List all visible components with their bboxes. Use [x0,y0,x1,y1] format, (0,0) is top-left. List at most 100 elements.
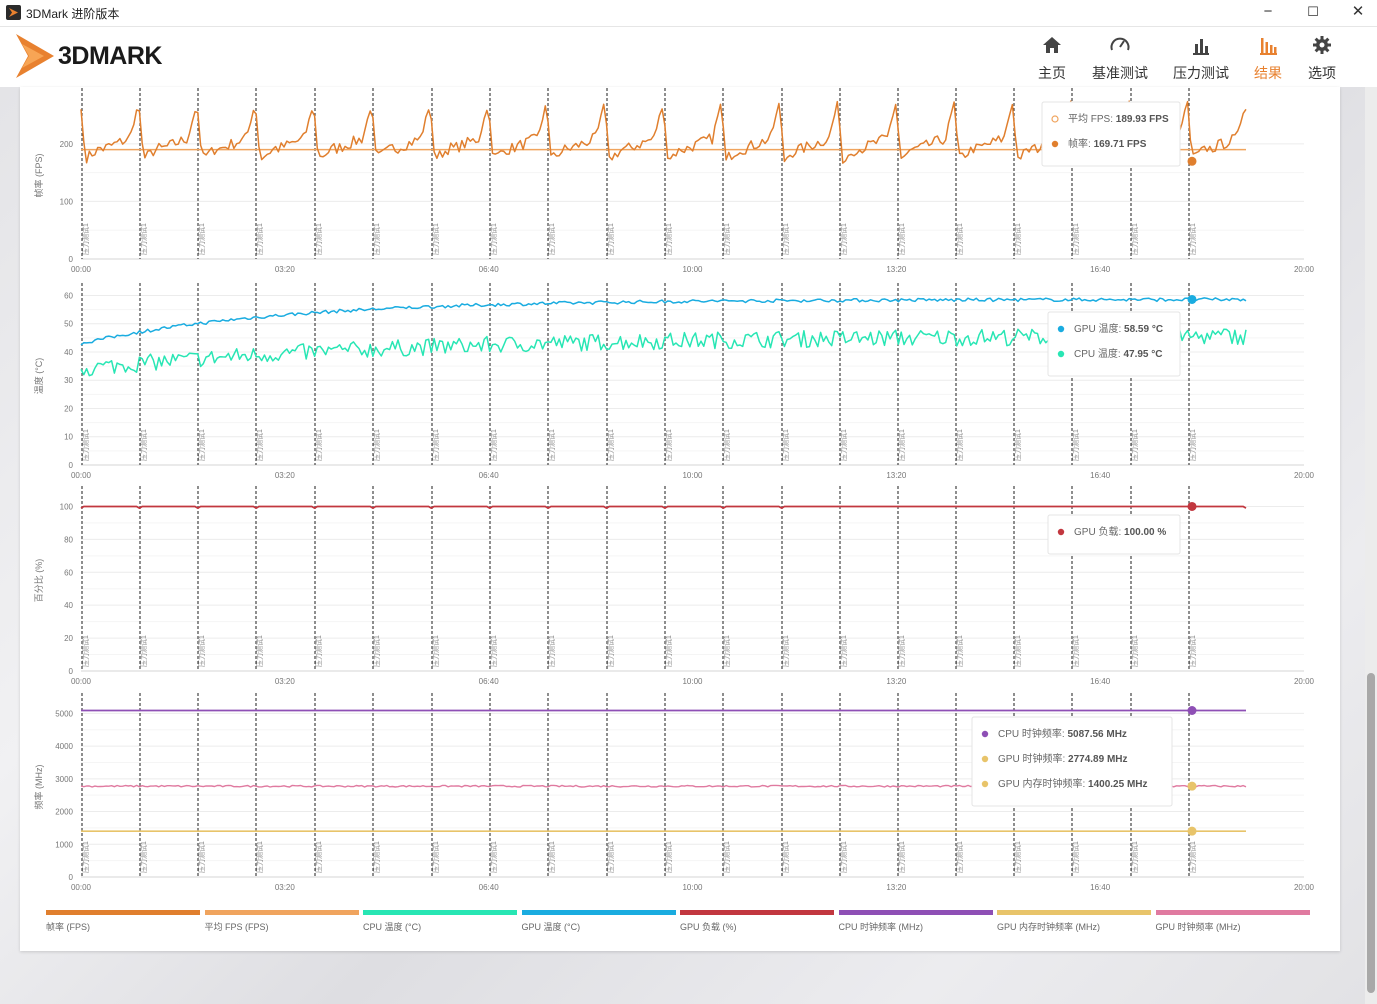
x-tick-label: 10:00 [682,883,703,892]
fps-current-dot [1187,156,1197,166]
y-axis-label: 频率 (MHz) [33,765,44,810]
app-icon [6,5,21,20]
marker-label: 压力测试1 [431,635,440,667]
legend-value: 5087.56 MHz [1067,729,1126,740]
x-tick-label: 03:20 [275,677,296,686]
y-tick-label: 80 [64,535,73,544]
marker-label: 压力测试1 [664,223,673,255]
marker-label: 压力测试1 [722,429,731,461]
legend-color-bar [46,910,200,915]
marker-label: 压力测试1 [139,635,148,667]
x-tick-label: 13:20 [886,471,907,480]
marker-label: 压力测试1 [81,223,90,255]
legend-marker [1051,140,1059,148]
nav-label-options: 选项 [1308,65,1336,81]
marker-label: 压力测试1 [547,635,556,667]
marker-label: 压力测试1 [839,635,848,667]
nav-label-stress-tests: 压力测试 [1173,65,1229,81]
x-tick-label: 06:40 [479,677,500,686]
y-tick-label: 0 [69,873,74,882]
x-tick-label: 06:40 [479,265,500,274]
y-axis-label: 帧率 (FPS) [33,153,44,197]
legend-item[interactable]: GPU 时钟频率 (MHz) [1155,910,1310,933]
legend-item[interactable]: CPU 温度 (°C) [363,910,517,933]
x-tick-label: 16:40 [1090,883,1111,892]
legend-item[interactable]: GPU 内存时钟频率 (MHz) [997,910,1151,933]
x-tick-label: 13:20 [886,677,907,686]
legend-item[interactable]: 帧率 (FPS) [46,910,200,933]
marker-label: 压力测试1 [955,635,964,667]
legend-item[interactable]: GPU 负载 (%) [680,910,834,933]
legend-entry: CPU 时钟频率: 5087.56 MHz [998,727,1127,740]
marker-label: 压力测试1 [1013,429,1022,461]
nav-label-benchmarks: 基准测试 [1092,65,1148,81]
chart-4-legend: CPU 时钟频率: 5087.56 MHz GPU 时钟频率: 2774.89 M… [971,716,1173,807]
marker-label: 压力测试1 [1188,429,1197,461]
legend-label: GPU 时钟频率: [998,752,1068,765]
y-axis-label: 百分比 (%) [33,559,44,603]
marker-label: 压力测试1 [1071,429,1080,461]
nav-stress-tests[interactable]: 压力测试 [1170,33,1232,83]
marker-label: 压力测试1 [1130,223,1139,255]
marker-label: 压力测试1 [197,223,206,255]
y-tick-label: 0 [69,255,74,264]
marker-label: 压力测试1 [664,429,673,461]
x-tick-label: 00:00 [71,265,92,274]
legend-item[interactable]: GPU 温度 (°C) [521,910,676,933]
marker-label: 压力测试1 [431,841,440,873]
legend-value: 1400.25 MHz [1088,779,1147,790]
marker-label: 压力测试1 [489,635,498,667]
marker-label: 压力测试1 [197,429,206,461]
legend-label: GPU 温度: [1074,322,1124,335]
marker-label: 压力测试1 [489,841,498,873]
legend-color-bar [997,910,1151,915]
y-tick-label: 40 [64,348,73,357]
logo-text[interactable]: 3DMARK [58,42,162,70]
legend-box [1047,311,1181,377]
marker-label: 压力测试1 [722,635,731,667]
legend-item[interactable]: CPU 时钟频率 (MHz) [838,910,993,933]
x-tick-label: 10:00 [682,677,703,686]
y-tick-label: 20 [64,404,73,413]
x-tick-label: 03:20 [275,471,296,480]
legend-marker [1057,528,1065,536]
nav-home[interactable]: 主页 [1034,33,1070,83]
marker-label: 压力测试1 [1013,223,1022,255]
nav-options[interactable]: 选项 [1304,33,1340,83]
marker-label: 压力测试1 [1071,635,1080,667]
x-tick-label: 20:00 [1294,883,1315,892]
legend-entry: CPU 温度: 47.95 °C [1074,347,1162,360]
marker-label: 压力测试1 [781,429,790,461]
legend-marker [1057,350,1065,358]
legend-item[interactable]: 平均 FPS (FPS) [204,910,359,933]
cpu-clock-current-dot [1187,705,1197,715]
close-button[interactable]: ✕ [1351,3,1365,20]
x-tick-label: 20:00 [1294,265,1315,274]
legend-value: 58.59 °C [1124,324,1163,335]
marker-label: 压力测试1 [897,223,906,255]
nav-benchmarks[interactable]: 基准测试 [1089,33,1151,83]
legend-label: 平均 FPS: [1068,113,1116,125]
x-tick-label: 06:40 [479,471,500,480]
y-tick-label: 60 [64,291,73,300]
gauge-icon [1110,37,1130,51]
marker-label: 压力测试1 [1130,841,1139,873]
legend-color-bar [838,910,993,915]
marker-label: 压力测试1 [839,429,848,461]
marker-label: 压力测试1 [664,841,673,873]
minimize-button[interactable]: − [1263,3,1273,20]
marker-label: 压力测试1 [81,841,90,873]
y-tick-label: 100 [60,502,74,511]
legend-label: CPU 时钟频率: [998,727,1067,740]
x-tick-label: 06:40 [479,883,500,892]
marker-label: 压力测试1 [606,635,615,667]
maximize-button[interactable]: ☐ [1307,4,1319,19]
marker-label: 压力测试1 [139,223,148,255]
marker-label: 压力测试1 [722,841,731,873]
x-tick-label: 10:00 [682,265,703,274]
legend-marker [1051,115,1059,123]
scrollbar-thumb[interactable] [1367,673,1375,993]
nav-results[interactable]: 结果 [1250,33,1286,83]
marker-label: 压力测试1 [489,429,498,461]
marker-label: 压力测试1 [781,635,790,667]
